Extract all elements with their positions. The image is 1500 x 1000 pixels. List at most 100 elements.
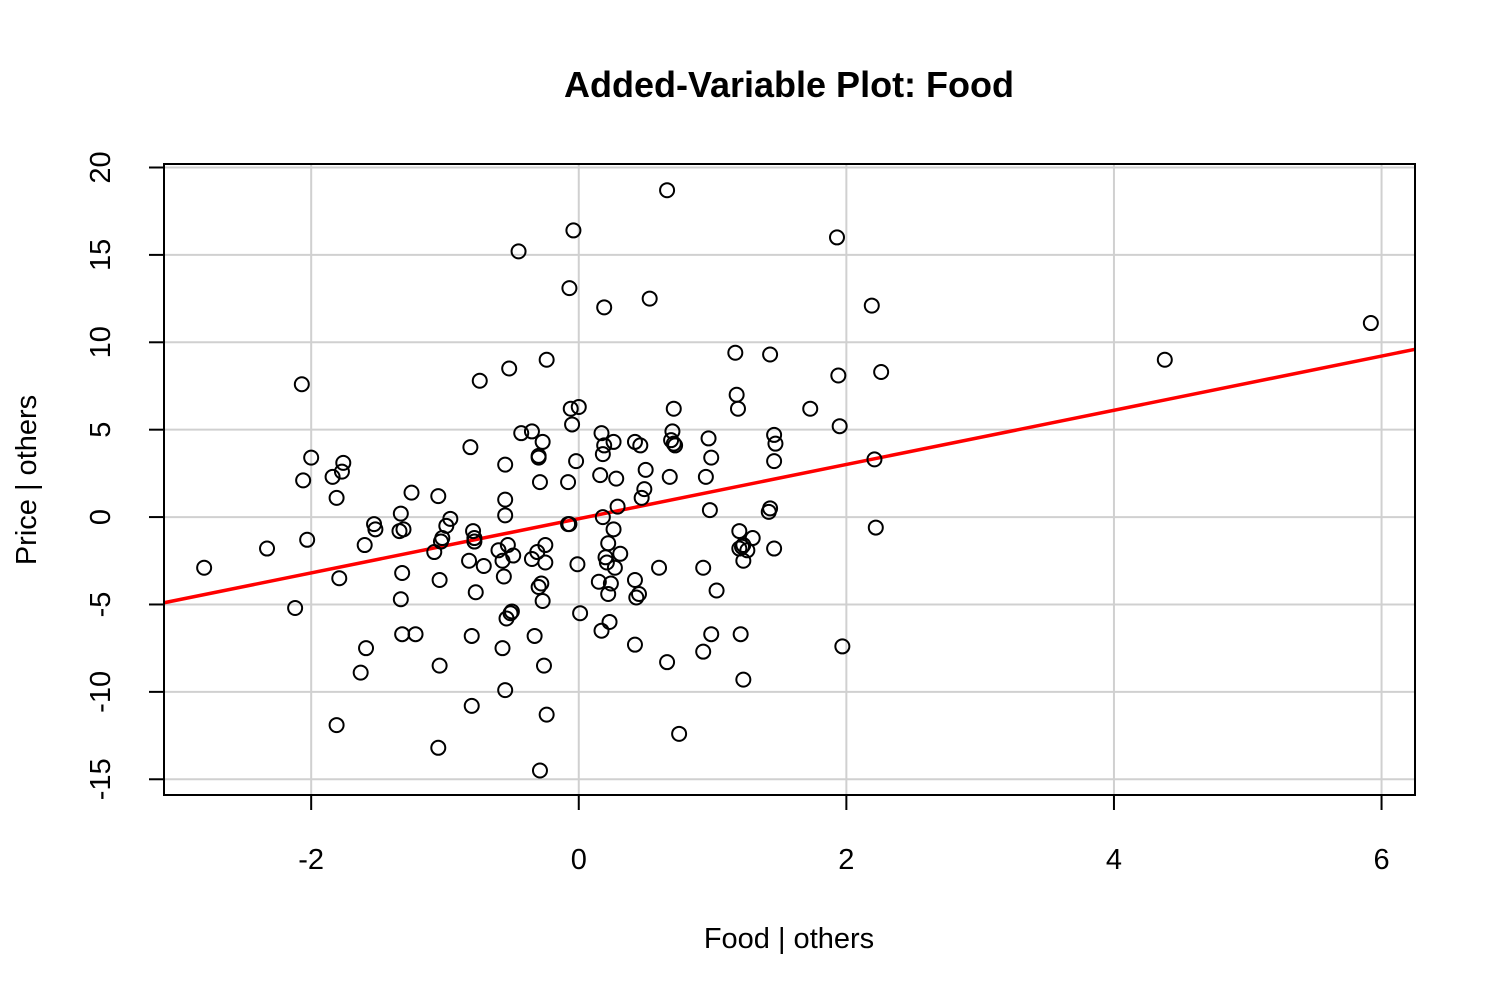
data-point xyxy=(659,654,676,671)
data-point xyxy=(632,437,649,454)
data-point xyxy=(600,535,617,552)
data-point xyxy=(602,575,619,592)
data-point xyxy=(1362,315,1379,332)
data-point xyxy=(802,400,819,417)
y-tick-label: -15 xyxy=(85,758,117,800)
data-point xyxy=(394,565,411,582)
data-point xyxy=(523,423,540,440)
data-point xyxy=(537,537,554,554)
data-point xyxy=(700,430,717,447)
data-point xyxy=(537,554,554,571)
data-point xyxy=(565,222,582,239)
data-point xyxy=(628,589,645,606)
data-point xyxy=(471,372,488,389)
data-point xyxy=(463,697,480,714)
data-point xyxy=(430,488,447,505)
data-point xyxy=(494,640,511,657)
y-tick-label: 15 xyxy=(85,239,117,271)
data-point xyxy=(293,376,310,393)
data-point xyxy=(651,559,668,576)
data-point xyxy=(335,454,352,471)
data-point xyxy=(600,585,617,602)
data-point xyxy=(626,636,643,653)
data-point xyxy=(403,484,420,501)
data-point xyxy=(636,481,653,498)
x-tick-label: -2 xyxy=(298,844,324,876)
data-point xyxy=(495,568,512,585)
y-tick-label: 20 xyxy=(85,151,117,183)
data-point xyxy=(731,523,748,540)
data-point xyxy=(605,521,622,538)
data-point xyxy=(762,500,779,517)
data-point xyxy=(467,584,484,601)
data-point xyxy=(391,523,408,540)
data-point xyxy=(490,542,507,559)
data-point xyxy=(665,435,682,452)
data-point xyxy=(502,605,519,622)
x-tick-label: 2 xyxy=(838,844,854,876)
data-point xyxy=(497,491,514,508)
data-point xyxy=(732,626,749,643)
x-tick-label: 6 xyxy=(1373,844,1389,876)
data-point xyxy=(594,446,611,463)
data-point xyxy=(333,463,350,480)
y-axis-label: Price | others xyxy=(11,395,43,565)
data-point xyxy=(569,556,586,573)
x-axis: -2 0 2 4 6 xyxy=(298,795,1390,876)
data-point xyxy=(633,489,650,506)
data-point xyxy=(510,243,527,260)
data-point xyxy=(442,510,459,527)
data-point xyxy=(596,437,613,454)
data-point xyxy=(465,523,482,540)
data-point xyxy=(828,229,845,246)
data-point xyxy=(303,449,320,466)
y-tick-label: -5 xyxy=(85,592,117,618)
x-tick-label: 4 xyxy=(1106,844,1122,876)
data-point xyxy=(735,671,752,688)
data-point xyxy=(431,572,448,589)
data-point xyxy=(462,439,479,456)
data-point xyxy=(497,682,514,699)
data-point xyxy=(612,545,629,562)
data-point xyxy=(535,657,552,674)
data-point xyxy=(497,456,514,473)
data-point xyxy=(863,297,880,314)
plot-frame xyxy=(163,163,1416,796)
data-point xyxy=(697,468,714,485)
data-point xyxy=(766,453,783,470)
data-point xyxy=(729,400,746,417)
y-tick-label: 0 xyxy=(85,509,117,525)
x-tick-label: 0 xyxy=(571,844,587,876)
data-point xyxy=(466,533,483,550)
data-point xyxy=(538,351,555,368)
regression-line xyxy=(163,347,1416,605)
data-point xyxy=(570,398,587,415)
data-point xyxy=(431,657,448,674)
data-point xyxy=(328,489,345,506)
data-point xyxy=(463,627,480,644)
y-tick-label: 10 xyxy=(85,326,117,358)
data-point xyxy=(667,437,684,454)
data-point xyxy=(606,559,623,576)
data-point xyxy=(503,603,520,620)
data-point xyxy=(641,290,658,307)
data-point xyxy=(505,547,522,564)
data-point xyxy=(475,558,492,575)
data-point xyxy=(601,613,618,630)
data-point xyxy=(598,554,615,571)
data-point xyxy=(665,400,682,417)
chart-title: Added-Variable Plot: Food xyxy=(564,64,1014,105)
data-point xyxy=(626,572,643,589)
data-point xyxy=(594,509,611,526)
data-point xyxy=(513,425,530,442)
data-point xyxy=(703,626,720,643)
data-point xyxy=(394,626,411,643)
data-point xyxy=(259,540,276,557)
grid-lines xyxy=(164,164,1415,795)
data-point xyxy=(1156,351,1173,368)
data-point xyxy=(695,559,712,576)
data-point xyxy=(538,706,555,723)
data-point xyxy=(356,537,373,554)
data-point xyxy=(661,468,678,485)
data-point xyxy=(572,605,589,622)
